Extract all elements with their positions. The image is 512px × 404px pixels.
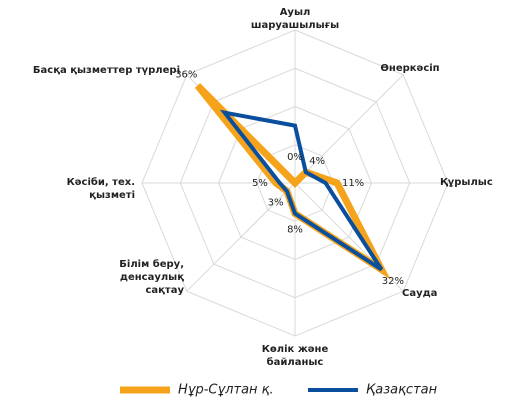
category-label: Көлік және байланыс <box>261 344 329 368</box>
value-label: 0% <box>287 152 303 163</box>
series-line <box>219 109 384 272</box>
value-label: 8% <box>287 225 303 236</box>
legend-label: Қазақстан <box>366 383 438 398</box>
category-label: Құрылыс <box>440 177 493 188</box>
value-label: 11% <box>342 178 364 189</box>
category-label: Өнеркәсіп <box>380 63 440 74</box>
value-label: 3% <box>268 197 284 208</box>
value-label: 4% <box>309 156 325 167</box>
value-label: 36% <box>175 69 197 80</box>
category-label: Басқа қызметтер түрлері <box>32 65 180 76</box>
spoke <box>294 74 404 184</box>
legend-label: Нұр-Сұлтан қ. <box>178 383 274 398</box>
value-label: 32% <box>382 276 404 287</box>
category-label: Сауда <box>402 288 438 299</box>
category-label: Білім беру, денсаулық сақтау <box>119 259 184 296</box>
spoke <box>186 182 296 292</box>
category-label: Кәсіби, тех. қызметі <box>66 177 135 201</box>
value-label: 5% <box>252 178 268 189</box>
category-label: Ауыл шаруашылығы <box>250 7 340 31</box>
